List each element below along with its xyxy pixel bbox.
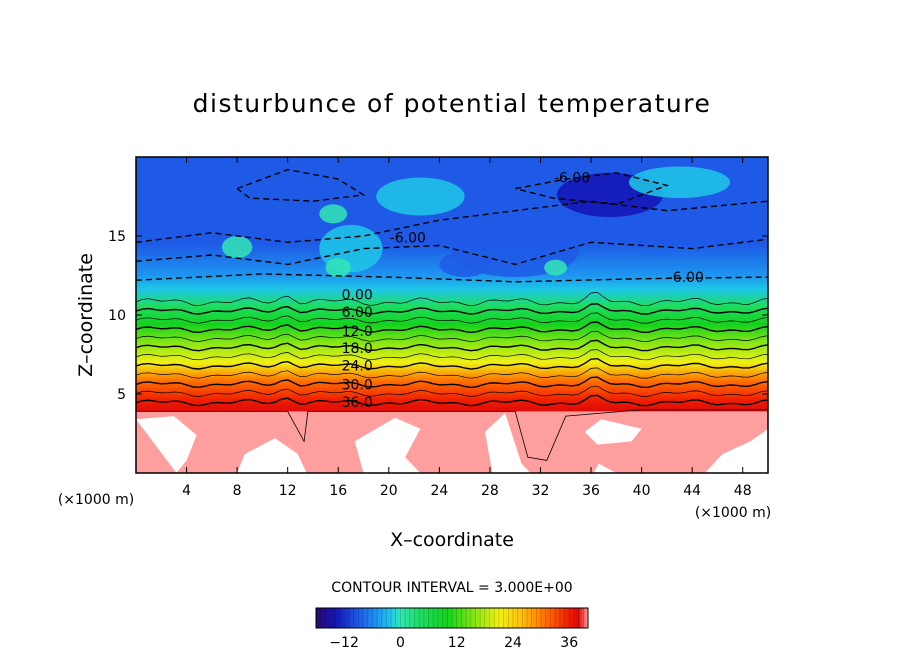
lower-gap-0 [136, 416, 197, 473]
contour-line [136, 376, 768, 389]
lower-layer [136, 411, 768, 473]
contour-line [136, 292, 768, 307]
colorbar-tick-label: −12 [329, 635, 359, 651]
lower-gap-3 [484, 413, 531, 473]
field-patch-8 [221, 236, 253, 259]
lower-gap-2 [354, 417, 421, 473]
contour-lines [136, 168, 768, 461]
field-patch-2 [249, 215, 288, 248]
colorbar-tick-label: 24 [504, 635, 522, 651]
contour-label: 30.0 [342, 378, 373, 394]
lower-gap-1 [237, 438, 307, 473]
contour-label: 24.0 [342, 359, 373, 375]
field-patch-6 [439, 251, 490, 277]
contour-label: 12.0 [342, 324, 373, 340]
lower-gap-4 [584, 419, 642, 445]
x-axis-units: (×1000 m) [695, 505, 771, 521]
x-tick-label: 44 [683, 483, 701, 499]
x-tick-label: 24 [430, 483, 448, 499]
contour-line [136, 303, 768, 315]
contour-line [136, 385, 768, 397]
contour-label: 0.00 [342, 288, 373, 304]
plot-area: 0.006.00 12.018.0 24.0 30.036.0 -6.00 -6.00 -6… [108, 156, 769, 499]
contour-label: 6.00 [342, 305, 373, 321]
field-patch-10 [319, 204, 348, 224]
colorbar-frame [315, 607, 589, 629]
colorbar-stripes [315, 608, 589, 628]
x-axis-label: X–coordinate [390, 529, 514, 551]
contour-line-negative [136, 200, 768, 244]
colorbar-tick-label: 0 [396, 635, 405, 651]
colorbar-tick-label: 36 [560, 635, 578, 651]
x-tick-label: 28 [481, 483, 499, 499]
contour-label: 36.0 [342, 395, 373, 411]
contour-line [136, 349, 768, 361]
y-tick-label: 5 [117, 387, 126, 403]
contour-line [136, 339, 768, 352]
x-tick-label: 8 [233, 483, 242, 499]
contour-line-negative [236, 168, 366, 202]
x-tick-label: 36 [582, 483, 600, 499]
colorbar: −12 0 12 24 36 [315, 607, 589, 651]
contour-line [136, 330, 768, 342]
y-tick-label: 10 [108, 308, 126, 324]
colorbar-tick-label: 12 [448, 635, 466, 651]
x-axis-ticks: 4 8 12 16 20 24 28 32 36 40 44 48 [182, 157, 752, 499]
x-tick-label: 40 [633, 483, 651, 499]
contour-label: 18.0 [342, 341, 373, 357]
field-fills [136, 157, 768, 473]
x-tick-label: 20 [380, 483, 398, 499]
contour-line [136, 312, 768, 324]
x-tick-label: 32 [532, 483, 550, 499]
x-tick-label: 16 [329, 483, 347, 499]
contour-line [136, 394, 768, 407]
contour-label: -6.00 [390, 231, 426, 247]
y-tick-label: 15 [108, 229, 126, 245]
contour-interval-text: CONTOUR INTERVAL = 3.000E+00 [331, 580, 572, 596]
lower-gap-6 [704, 428, 768, 473]
lower-gap-5 [593, 463, 617, 473]
contour-line [136, 367, 768, 379]
contour-line [136, 357, 768, 370]
x-tick-label: 4 [182, 483, 191, 499]
y-axis-units: (×1000 m) [58, 492, 134, 508]
colorbar-fill [316, 608, 588, 628]
x-tick-label: 48 [734, 483, 752, 499]
contour-label: -6.00 [554, 171, 590, 187]
x-tick-label: 12 [279, 483, 297, 499]
contour-line-negative [136, 273, 768, 283]
y-axis-label: Z–coordinate [75, 253, 97, 377]
contour-line [136, 321, 768, 334]
field-patch-11 [544, 259, 567, 276]
contour-label: -6.00 [668, 270, 704, 286]
chart-title: disturbunce of potential temperature [193, 89, 712, 118]
y-axis-ticks: 5 10 15 [108, 229, 768, 403]
contour-line-negative [136, 238, 768, 266]
colorbar-tick-labels: −12 0 12 24 36 [329, 635, 578, 651]
contour-line-lower [136, 409, 768, 461]
field-patch-9 [325, 258, 351, 278]
contour-line-negative [515, 172, 670, 206]
field-patch-7 [698, 218, 762, 247]
field-patch-4 [628, 166, 731, 199]
field-patch-3 [376, 177, 465, 216]
contour-labels: 0.006.00 12.018.0 24.0 30.036.0 -6.00 -6.00 -6… [342, 171, 704, 411]
